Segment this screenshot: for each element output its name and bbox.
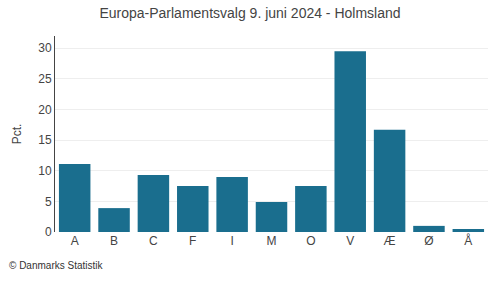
svg-text:O: O — [306, 234, 315, 248]
svg-text:I: I — [230, 234, 233, 248]
svg-text:A: A — [71, 234, 79, 248]
svg-text:© Danmarks Statistik: © Danmarks Statistik — [9, 260, 104, 271]
svg-text:10: 10 — [38, 164, 52, 178]
svg-text:M: M — [267, 234, 277, 248]
svg-text:0: 0 — [45, 225, 52, 239]
svg-text:5: 5 — [45, 195, 52, 209]
svg-text:15: 15 — [38, 133, 52, 147]
svg-text:V: V — [346, 234, 354, 248]
svg-text:Æ: Æ — [384, 234, 396, 248]
svg-text:30: 30 — [38, 41, 52, 55]
svg-text:C: C — [149, 234, 158, 248]
svg-text:Å: Å — [464, 233, 472, 248]
svg-text:Ø: Ø — [424, 234, 433, 248]
svg-text:Europa-Parlamentsvalg 9. juni: Europa-Parlamentsvalg 9. juni 2024 - Hol… — [99, 5, 400, 21]
svg-text:B: B — [110, 234, 118, 248]
svg-text:Pct.: Pct. — [10, 124, 24, 145]
svg-text:20: 20 — [38, 103, 52, 117]
svg-text:25: 25 — [38, 72, 52, 86]
svg-text:F: F — [189, 234, 196, 248]
